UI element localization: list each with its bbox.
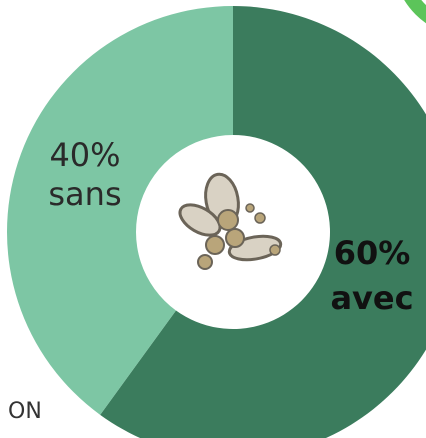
value-label: 40% (49, 136, 120, 174)
value-label: 60% (334, 234, 411, 272)
category-label: avec (330, 279, 413, 317)
annotation: ON (8, 399, 42, 424)
category-label: sans (48, 175, 121, 213)
chart: ON 60% avec 40%sans (0, 0, 426, 438)
center-icon (175, 172, 283, 269)
decor-circle (400, 0, 426, 30)
